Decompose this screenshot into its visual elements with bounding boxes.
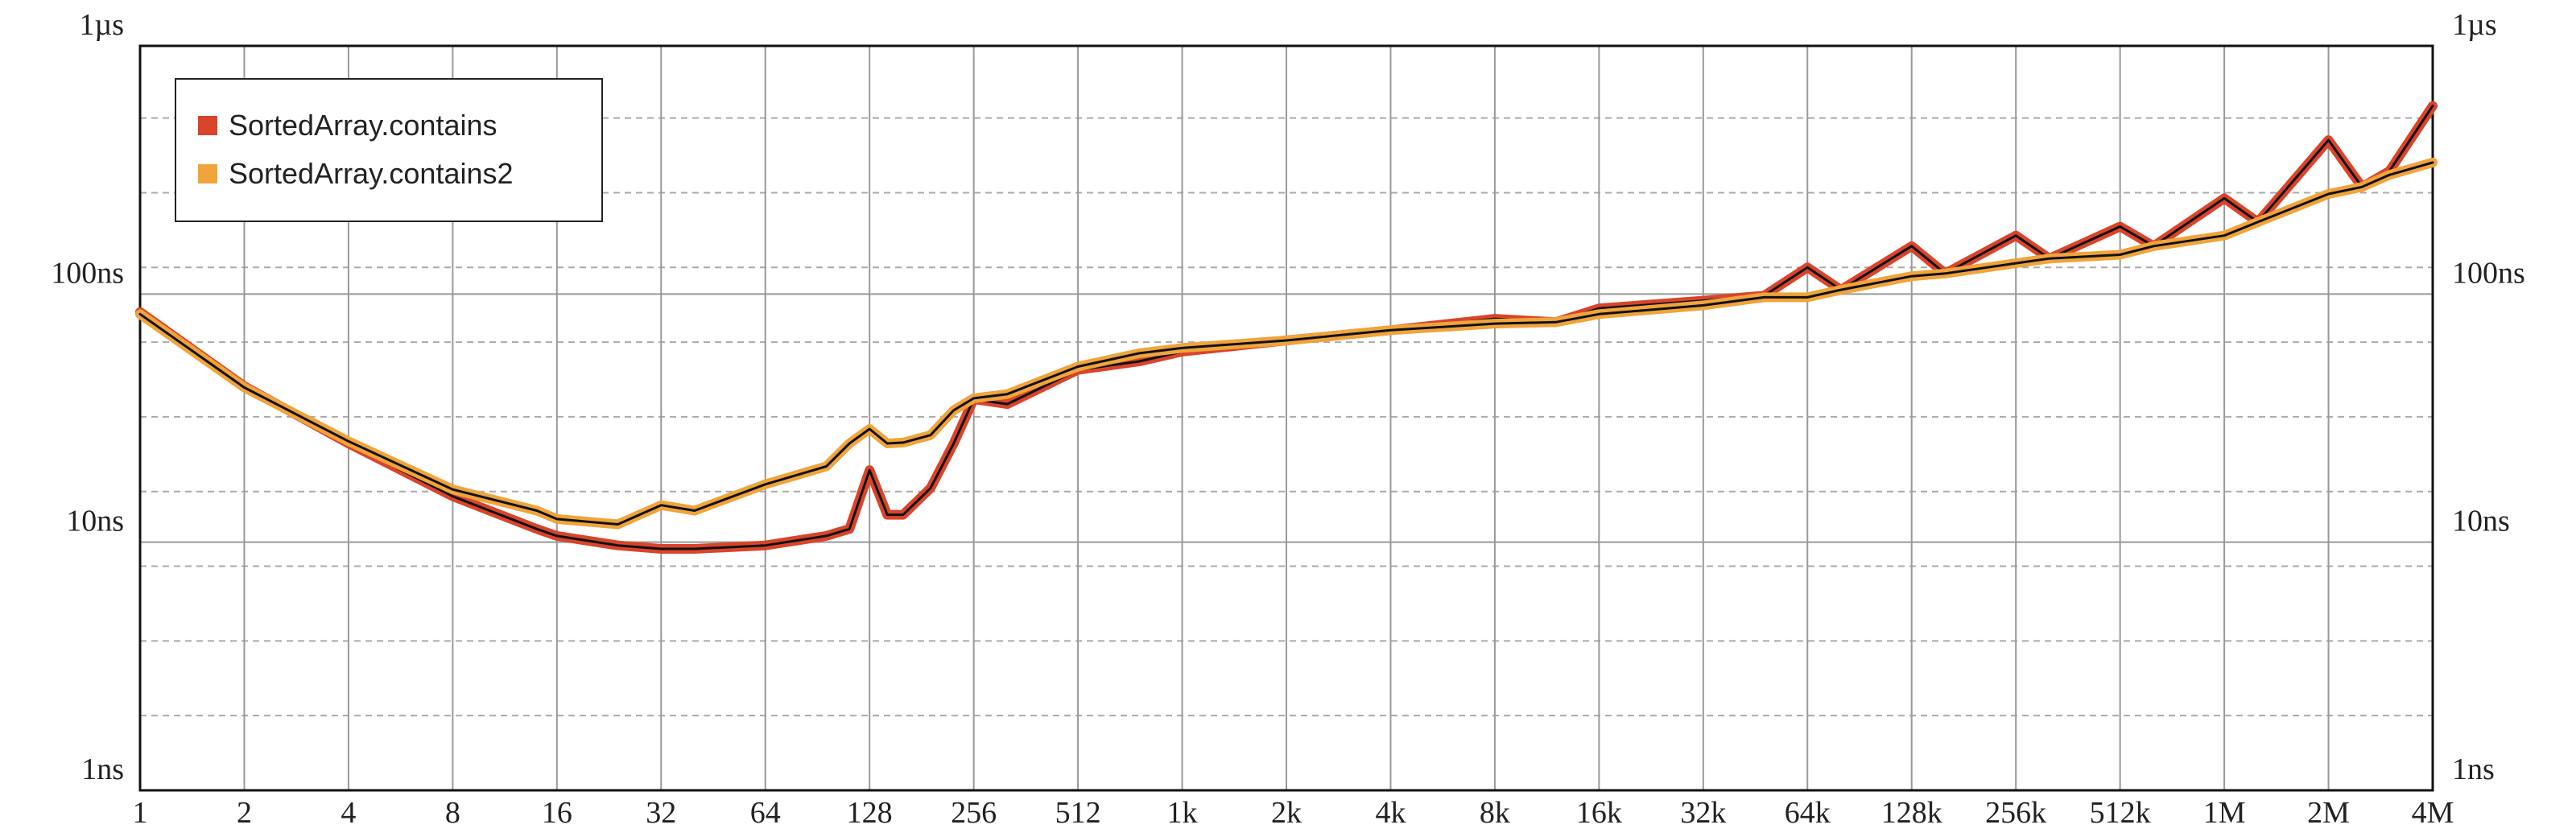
x-tick-label: 1 <box>133 796 148 830</box>
x-tick-label: 1k <box>1167 796 1198 830</box>
y2-tick-label: 1ns <box>2452 752 2495 786</box>
y-tick-label: 1ns <box>81 752 124 786</box>
x-tick-label: 8k <box>1480 796 1510 830</box>
x-tick-label: 2M <box>2307 796 2350 830</box>
y2-tick-label: 1µs <box>2452 8 2497 42</box>
x-tick-label: 32k <box>1680 796 1726 830</box>
legend-label: SortedArray.contains2 <box>229 157 514 190</box>
y2-tick-label: 10ns <box>2452 505 2510 538</box>
x-tick-label: 2k <box>1271 796 1302 830</box>
y2-tick-label: 100ns <box>2452 256 2525 290</box>
x-tick-label: 256k <box>1985 796 2046 830</box>
x-tick-label: 512 <box>1055 796 1101 830</box>
x-tick-label: 128k <box>1881 796 1942 830</box>
x-tick-label: 4 <box>341 796 356 830</box>
x-tick-label: 4k <box>1375 796 1406 830</box>
x-tick-label: 8 <box>445 796 460 830</box>
y-tick-label: 1µs <box>79 8 124 42</box>
x-tick-label: 1M <box>2203 796 2246 830</box>
y-tick-label: 100ns <box>51 256 124 290</box>
legend-label: SortedArray.contains <box>229 109 497 142</box>
x-tick-label: 16k <box>1576 796 1622 830</box>
y-tick-label: 10ns <box>66 505 124 538</box>
x-tick-label: 4M <box>2412 796 2454 830</box>
x-tick-label: 64 <box>750 796 781 830</box>
x-tick-label: 32 <box>646 796 676 830</box>
x-tick-label: 2 <box>237 796 252 830</box>
x-tick-label: 16 <box>542 796 572 830</box>
legend-box <box>175 78 603 222</box>
x-tick-label: 512k <box>2090 796 2151 830</box>
x-tick-label: 64k <box>1785 796 1831 830</box>
x-tick-label: 128 <box>847 796 893 830</box>
series-line-core <box>138 161 2434 526</box>
x-tick-label: 256 <box>951 796 997 830</box>
legend-swatch <box>198 164 217 183</box>
legend-swatch <box>198 116 217 135</box>
plot-frame <box>138 44 2434 792</box>
